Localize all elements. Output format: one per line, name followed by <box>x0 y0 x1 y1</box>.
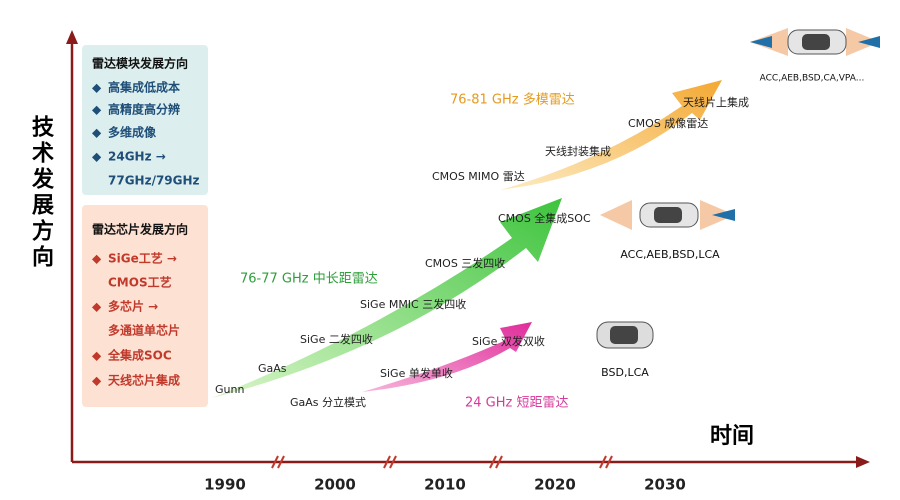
chip-item: SiGe工艺 → <box>108 251 177 266</box>
chip-box <box>82 205 208 407</box>
bullet: ◆ <box>92 81 102 95</box>
milestone: GaAs 分立模式 <box>290 395 366 409</box>
car-icon <box>600 200 735 230</box>
bullet: ◆ <box>92 300 102 314</box>
x-tick-label: 1990 <box>204 476 246 494</box>
x-tick-label: 2010 <box>424 476 466 494</box>
chip-item: 天线芯片集成 <box>108 373 180 388</box>
bullet: ◆ <box>92 374 102 388</box>
car-icon <box>750 28 880 56</box>
chip-item: 全集成SOC <box>107 348 172 363</box>
milestone: SiGe 单发单收 <box>380 366 453 380</box>
bullet: ◆ <box>92 126 102 140</box>
module-box-title: 雷达模块发展方向 <box>92 56 188 71</box>
module-item: 高精度高分辨 <box>108 102 180 117</box>
x-tick-label: 2030 <box>644 476 686 494</box>
bullet: ◆ <box>92 103 102 117</box>
milestone: Gunn <box>215 383 244 396</box>
x-axis-label: 时间 <box>710 424 754 449</box>
track-name: 76-81 GHz 多模雷达 <box>450 92 575 108</box>
y-axis-label: 技术发展方向 <box>28 115 55 271</box>
track-name: 24 GHz 短距雷达 <box>465 396 568 411</box>
chip-box-title: 雷达芯片发展方向 <box>92 222 188 237</box>
milestone: CMOS 全集成SOC <box>498 211 591 225</box>
milestone: SiGe 双发双收 <box>472 334 545 348</box>
milestone: GaAs <box>258 362 287 375</box>
module-item: 高集成低成本 <box>108 80 180 95</box>
track-name: 76-77 GHz 中长距雷达 <box>240 272 378 287</box>
orange-arrow <box>500 80 722 190</box>
milestone: SiGe 二发四收 <box>300 332 373 346</box>
module-item: 77GHz/79GHz <box>108 174 200 188</box>
bullet: ◆ <box>92 349 102 363</box>
x-axis-arrow <box>856 456 870 468</box>
bullet: ◆ <box>92 252 102 266</box>
module-item: 多维成像 <box>108 125 157 140</box>
module-box <box>82 45 208 195</box>
module-item: 24GHz → <box>108 150 166 164</box>
car-label: BSD,LCA <box>601 366 649 379</box>
x-tick-label: 2000 <box>314 476 356 494</box>
milestone: 天线封装集成 <box>545 144 611 158</box>
chip-item: 多芯片 → <box>108 299 158 314</box>
chip-item: CMOS工艺 <box>108 275 172 290</box>
milestone: CMOS MIMO 雷达 <box>432 170 525 183</box>
milestone: CMOS 成像雷达 <box>628 117 708 130</box>
green-arrow <box>212 198 562 398</box>
milestone: SiGe MMIC 三发四收 <box>360 297 466 311</box>
car-icon <box>596 321 654 349</box>
car-label: ACC,AEB,BSD,CA,VPA... <box>760 74 865 84</box>
car-label: ACC,AEB,BSD,LCA <box>620 248 720 261</box>
chip-item: 多通道单芯片 <box>108 323 180 338</box>
y-axis-arrow <box>66 30 78 44</box>
bullet: ◆ <box>92 150 102 164</box>
milestone: 天线片上集成 <box>683 95 749 109</box>
milestone: CMOS 三发四收 <box>425 256 505 270</box>
axis-breaks <box>271 455 613 469</box>
x-tick-label: 2020 <box>534 476 576 494</box>
pink-arrow <box>362 322 532 392</box>
